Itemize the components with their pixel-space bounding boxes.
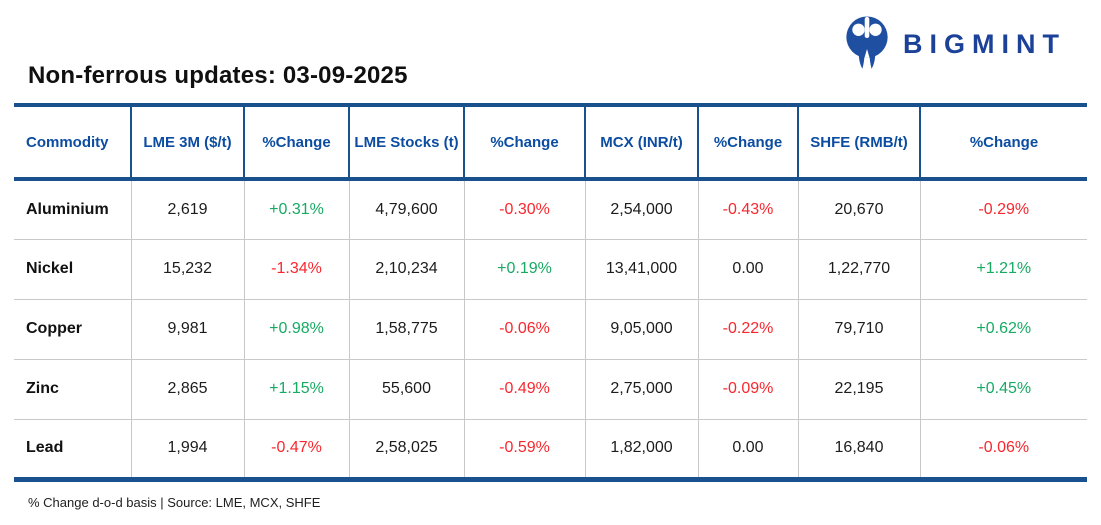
price-cell: 1,994 xyxy=(130,419,244,482)
change-cell: -0.06% xyxy=(463,299,585,360)
change-cell: +0.31% xyxy=(243,179,349,240)
price-cell: 13,41,000 xyxy=(584,239,698,300)
change-cell: -0.47% xyxy=(243,419,349,482)
change-cell: -0.59% xyxy=(463,419,585,482)
price-cell: 9,981 xyxy=(130,299,244,360)
price-cell: 1,58,775 xyxy=(348,299,464,360)
col-header-mcx-change: %Change xyxy=(697,103,798,181)
commodity-name: Aluminium xyxy=(14,179,131,240)
price-cell: 79,710 xyxy=(797,299,920,360)
commodity-name: Copper xyxy=(14,299,131,360)
change-cell: +0.19% xyxy=(463,239,585,300)
commodity-table: Commodity LME 3M ($/t) %Change LME Stock… xyxy=(14,103,1087,482)
change-cell: -1.34% xyxy=(243,239,349,300)
change-cell: -0.30% xyxy=(463,179,585,240)
table-row: Nickel 15,232 -1.34% 2,10,234 +0.19% 13,41,00… xyxy=(14,239,1087,300)
commodity-name: Lead xyxy=(14,419,131,482)
change-cell: +1.15% xyxy=(243,359,349,420)
change-cell: -0.06% xyxy=(919,419,1087,482)
footnote: % Change d-o-d basis | Source: LME, MCX,… xyxy=(28,495,321,510)
table-row: Lead 1,994 -0.47% 2,58,025 -0.59% 1,82,000 0.0… xyxy=(14,419,1087,482)
table-row: Aluminium 2,619 +0.31% 4,79,600 -0.30% 2,54,0… xyxy=(14,179,1087,240)
col-header-shfe: SHFE (RMB/t) xyxy=(797,103,920,181)
table-row: Zinc 2,865 +1.15% 55,600 -0.49% 2,75,000 -0.09… xyxy=(14,359,1087,420)
change-cell: -0.22% xyxy=(697,299,798,360)
col-header-lme-3m: LME 3M ($/t) xyxy=(130,103,244,181)
price-cell: 16,840 xyxy=(797,419,920,482)
change-cell: -0.09% xyxy=(697,359,798,420)
col-header-shfe-change: %Change xyxy=(919,103,1087,181)
change-cell: +1.21% xyxy=(919,239,1087,300)
commodity-table-wrap: Commodity LME 3M ($/t) %Change LME Stock… xyxy=(14,103,1087,482)
price-cell: 1,82,000 xyxy=(584,419,698,482)
col-header-lme-stocks: LME Stocks (t) xyxy=(348,103,464,181)
price-cell: 2,54,000 xyxy=(584,179,698,240)
price-cell: 2,10,234 xyxy=(348,239,464,300)
table-body: Aluminium 2,619 +0.31% 4,79,600 -0.30% 2,54,0… xyxy=(14,179,1087,482)
price-cell: 2,58,025 xyxy=(348,419,464,482)
price-cell: 2,619 xyxy=(130,179,244,240)
price-cell: 2,75,000 xyxy=(584,359,698,420)
price-cell: 55,600 xyxy=(348,359,464,420)
col-header-lme-stocks-change: %Change xyxy=(463,103,585,181)
change-cell: -0.49% xyxy=(463,359,585,420)
col-header-mcx: MCX (INR/t) xyxy=(584,103,698,181)
price-cell: 22,195 xyxy=(797,359,920,420)
change-cell: 0.00 xyxy=(697,419,798,482)
price-cell: 4,79,600 xyxy=(348,179,464,240)
col-header-lme-3m-change: %Change xyxy=(243,103,349,181)
header-row: Commodity LME 3M ($/t) %Change LME Stock… xyxy=(14,103,1087,181)
change-cell: +0.98% xyxy=(243,299,349,360)
price-cell: 2,865 xyxy=(130,359,244,420)
change-cell: -0.29% xyxy=(919,179,1087,240)
price-cell: 15,232 xyxy=(130,239,244,300)
page-title: Non-ferrous updates: 03-09-2025 xyxy=(28,62,408,89)
brand-name: BIGMINT xyxy=(903,28,1066,59)
col-header-commodity: Commodity xyxy=(14,103,131,181)
change-cell: -0.43% xyxy=(697,179,798,240)
commodity-name: Zinc xyxy=(14,359,131,420)
price-cell: 9,05,000 xyxy=(584,299,698,360)
price-cell: 1,22,770 xyxy=(797,239,920,300)
change-cell: +0.62% xyxy=(919,299,1087,360)
table-row: Copper 9,981 +0.98% 1,58,775 -0.06% 9,05,000-… xyxy=(14,299,1087,360)
commodity-name: Nickel xyxy=(14,239,131,300)
bigmint-logo: BIGMINT xyxy=(844,16,1066,72)
change-cell: 0.00 xyxy=(697,239,798,300)
bigmint-logo-icon xyxy=(846,16,888,69)
price-cell: 20,670 xyxy=(797,179,920,240)
change-cell: +0.45% xyxy=(919,359,1087,420)
